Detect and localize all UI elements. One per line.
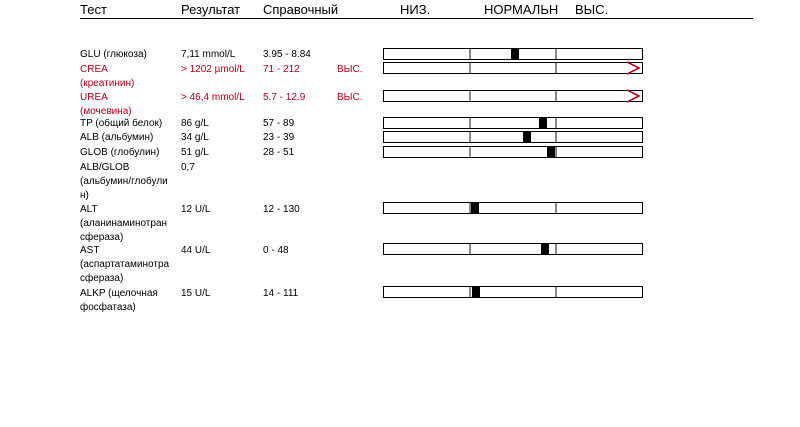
value-marker — [472, 287, 480, 297]
range-separator — [469, 287, 471, 297]
test-result: 15 U/L — [181, 288, 211, 299]
value-marker — [523, 132, 531, 142]
range-separator — [469, 91, 471, 101]
range-bar — [383, 243, 643, 255]
flag-label: ВЫС. — [337, 92, 363, 103]
header-normal: НОРМАЛЬН — [484, 2, 559, 17]
header-high: ВЫС. — [575, 2, 609, 17]
test-name-line: AST — [80, 245, 100, 256]
header-reference: Справочный — [263, 2, 339, 17]
reference-range: 3.95 - 8.84 — [263, 49, 311, 60]
test-name: GLU (глюкоза) — [80, 48, 147, 62]
test-name-line: GLOB (глобулин) — [80, 147, 160, 158]
range-bar — [383, 61, 643, 75]
range-bar — [383, 202, 643, 214]
overflow-arrow-icon — [626, 89, 641, 103]
test-name: UREA (мочевина) — [80, 91, 132, 119]
test-name-line: CREA — [80, 64, 108, 75]
value-marker — [539, 118, 547, 128]
test-result: 12 U/L — [181, 204, 211, 215]
reference-range: 57 - 89 — [263, 118, 295, 129]
test-name-line: сфераза) — [80, 232, 124, 243]
test-name-line: (креатинин) — [80, 78, 135, 89]
reference-range: 14 - 111 — [263, 288, 299, 299]
header-test: Тест — [80, 2, 107, 17]
range-separator — [555, 132, 557, 142]
test-result: 86 g/L — [181, 118, 209, 129]
header-divider — [80, 18, 753, 19]
range-separator — [469, 203, 471, 213]
range-separator — [555, 63, 557, 73]
range-separator — [555, 49, 557, 59]
range-bar — [383, 146, 643, 158]
test-name: ALKP (щелочная фосфатаза) — [80, 287, 158, 315]
range-separator — [469, 147, 471, 157]
range-separator — [555, 91, 557, 101]
test-name-line: UREA — [80, 92, 108, 103]
header-low: НИЗ. — [400, 2, 431, 17]
range-separator — [555, 287, 557, 297]
value-marker — [541, 244, 549, 254]
test-result: 51 g/L — [181, 147, 209, 158]
test-result: 44 U/L — [181, 245, 211, 256]
test-name-line: н) — [80, 190, 89, 201]
reference-range: 28 - 51 — [263, 147, 295, 158]
test-name-line: (альбумин/глобули — [80, 176, 168, 187]
header-result: Результат — [181, 2, 241, 17]
range-bar — [383, 48, 643, 60]
test-name-line: ALKP (щелочная — [80, 288, 158, 299]
value-marker — [511, 49, 519, 59]
test-name-line: (аспартатаминотра — [80, 259, 170, 270]
reference-range: 23 - 39 — [263, 132, 295, 143]
range-bar — [383, 131, 643, 143]
range-separator — [555, 147, 557, 157]
range-separator — [469, 132, 471, 142]
test-name: ALB/GLOB (альбумин/глобули н) — [80, 161, 168, 203]
test-name: TP (общий белок) — [80, 117, 162, 131]
range-separator — [555, 244, 557, 254]
test-result: > 1202 µmol/L — [181, 64, 245, 75]
test-name-line: фосфатаза) — [80, 302, 136, 313]
test-result: 7,11 mmol/L — [181, 49, 236, 60]
range-separator — [469, 63, 471, 73]
test-name-line: ALB/GLOB — [80, 162, 130, 173]
value-marker — [547, 147, 555, 157]
reference-range: 12 - 130 — [263, 204, 300, 215]
range-separator — [469, 244, 471, 254]
test-result: > 46,4 mmol/L — [181, 92, 245, 103]
test-name: ALB (альбумин) — [80, 131, 153, 145]
reference-range: 0 - 48 — [263, 245, 289, 256]
test-name-line: TP (общий белок) — [80, 118, 163, 129]
test-name-line: (аланинаминотран — [80, 218, 168, 229]
reference-range: 5.7 - 12.9 — [263, 92, 306, 103]
range-separator — [469, 118, 471, 128]
range-separator — [469, 49, 471, 59]
value-marker — [471, 203, 479, 213]
range-bar — [383, 286, 643, 298]
test-name-line: ALT — [80, 204, 98, 215]
test-name: ALT (аланинаминотран сфераза) — [80, 203, 167, 245]
overflow-arrow-icon — [626, 61, 641, 75]
flag-label: ВЫС. — [337, 64, 363, 75]
test-name: CREA (креатинин) — [80, 63, 134, 91]
range-bar — [383, 117, 643, 129]
test-result: 34 g/L — [181, 132, 209, 143]
test-name: AST (аспартатаминотра сфераза) — [80, 244, 169, 286]
range-bar — [383, 89, 643, 103]
reference-range: 71 - 212 — [263, 64, 300, 75]
test-name: GLOB (глобулин) — [80, 146, 159, 160]
test-name-line: ALB (альбумин) — [80, 132, 154, 143]
test-name-line: (мочевина) — [80, 106, 132, 117]
test-name-line: сфераза) — [80, 273, 124, 284]
test-result: 0,7 — [181, 162, 195, 173]
test-name-line: GLU (глюкоза) — [80, 49, 147, 60]
range-separator — [555, 203, 557, 213]
range-separator — [555, 118, 557, 128]
